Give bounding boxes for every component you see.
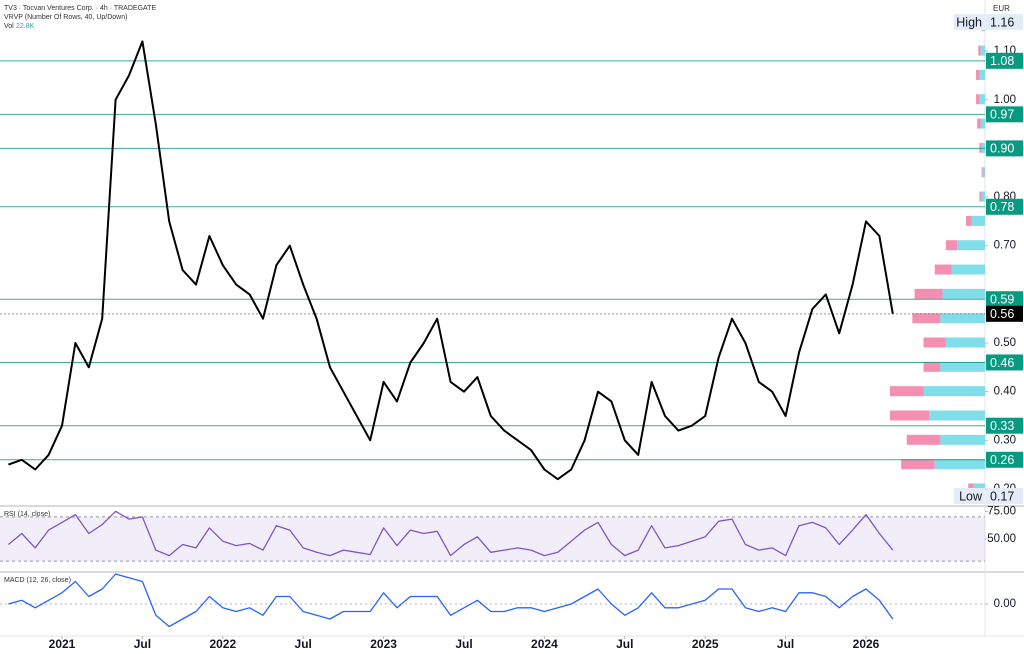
x-tick-label: Jul	[777, 637, 794, 651]
level-label: 0.90	[990, 142, 1014, 156]
profile-down	[979, 191, 982, 202]
profile-up	[923, 386, 985, 397]
profile-up	[940, 434, 985, 445]
level-label: 0.46	[990, 356, 1014, 370]
profile-down	[923, 361, 941, 372]
level-tag	[986, 488, 1023, 504]
x-tick-label: Jul	[295, 637, 312, 651]
y-tick-label: 75.00	[987, 505, 1016, 517]
level-label: 0.26	[990, 453, 1014, 467]
level-label: 1.08	[990, 54, 1014, 68]
y-tick-label: 0.00	[994, 598, 1016, 610]
profile-down	[901, 459, 935, 470]
x-tick-label: 2024	[531, 637, 558, 651]
y-tick-label: 1.00	[994, 94, 1016, 106]
level-tag	[986, 198, 1023, 215]
profile-down	[912, 313, 941, 324]
profile-down	[966, 215, 972, 226]
profile-up	[981, 191, 985, 202]
level-label: 0.78	[990, 200, 1014, 214]
level-label: 0.97	[990, 108, 1014, 122]
profile-down	[978, 45, 981, 56]
profile-up	[934, 459, 985, 470]
profile-up	[980, 118, 985, 129]
rsi-title: RSI (14, close)	[4, 511, 50, 518]
level-tag	[986, 291, 1023, 308]
indicator-label: VRVP (Number Of Rows, 40, Up/Down)	[4, 14, 127, 21]
level-tag-name: High	[956, 15, 982, 29]
profile-down	[976, 69, 980, 80]
level-tag	[986, 354, 1023, 371]
profile-up	[940, 361, 985, 372]
y-tick-label: 0.50	[994, 337, 1016, 349]
level-label: 0.59	[990, 293, 1014, 307]
profile-down	[977, 118, 981, 129]
y-tick-label: 0.30	[994, 434, 1016, 446]
profile-up	[982, 167, 985, 178]
profile-up	[980, 45, 985, 56]
price-line	[8, 40, 894, 481]
level-label: 0.17	[990, 489, 1014, 503]
profile-down	[914, 288, 943, 299]
level-tag	[986, 140, 1023, 157]
profile-down	[981, 167, 983, 178]
profile-down	[906, 434, 941, 445]
rsi-band	[0, 516, 985, 562]
level-tag	[986, 52, 1023, 69]
profile-down	[890, 410, 930, 421]
x-tick-label: 2023	[370, 637, 397, 651]
level-tag	[986, 417, 1023, 434]
profile-up	[929, 410, 985, 421]
indicator-line	[8, 573, 894, 628]
profile-up	[957, 240, 985, 251]
profile-up	[971, 215, 985, 226]
level-tag-name-bg	[954, 14, 985, 30]
volume-label: Vol	[4, 23, 14, 30]
level-tag-name: Low	[959, 489, 983, 503]
level-tag	[986, 305, 1023, 322]
indicator-line	[7, 510, 894, 557]
macd-title: MACD (12, 26, close)	[4, 577, 71, 584]
profile-up	[940, 313, 985, 324]
x-tick-label: 2022	[209, 637, 236, 651]
profile-up	[951, 264, 985, 275]
header-title: TV3 · Tocvan Ventures Corp. · 4h · TRADE…	[4, 5, 156, 12]
y-tick-label: 50.00	[987, 533, 1016, 545]
x-tick-label: Jul	[455, 637, 472, 651]
x-tick-label: 2021	[49, 637, 76, 651]
level-tag-name-bg	[954, 488, 985, 504]
level-label: 0.56	[990, 307, 1014, 321]
profile-up	[942, 288, 985, 299]
level-tag	[986, 14, 1023, 30]
profile-up	[979, 94, 985, 105]
level-label: 1.16	[990, 15, 1014, 29]
y-tick-label: 0.70	[994, 240, 1016, 252]
level-tag	[986, 451, 1023, 468]
y-tick-label: 0.40	[994, 386, 1016, 398]
level-tag	[986, 106, 1023, 123]
profile-down	[945, 240, 958, 251]
x-tick-label: 2026	[853, 637, 880, 651]
profile-up	[979, 69, 985, 80]
profile-down	[923, 337, 946, 348]
volume-value: 22.8K	[16, 23, 35, 30]
x-tick-label: Jul	[616, 637, 633, 651]
profile-down	[934, 264, 952, 275]
x-tick-label: Jul	[134, 637, 151, 651]
x-tick-label: 2025	[692, 637, 719, 651]
profile-down	[976, 94, 980, 105]
profile-down	[890, 386, 924, 397]
currency: EUR	[993, 4, 1010, 13]
level-label: 0.33	[990, 419, 1014, 433]
profile-up	[945, 337, 985, 348]
